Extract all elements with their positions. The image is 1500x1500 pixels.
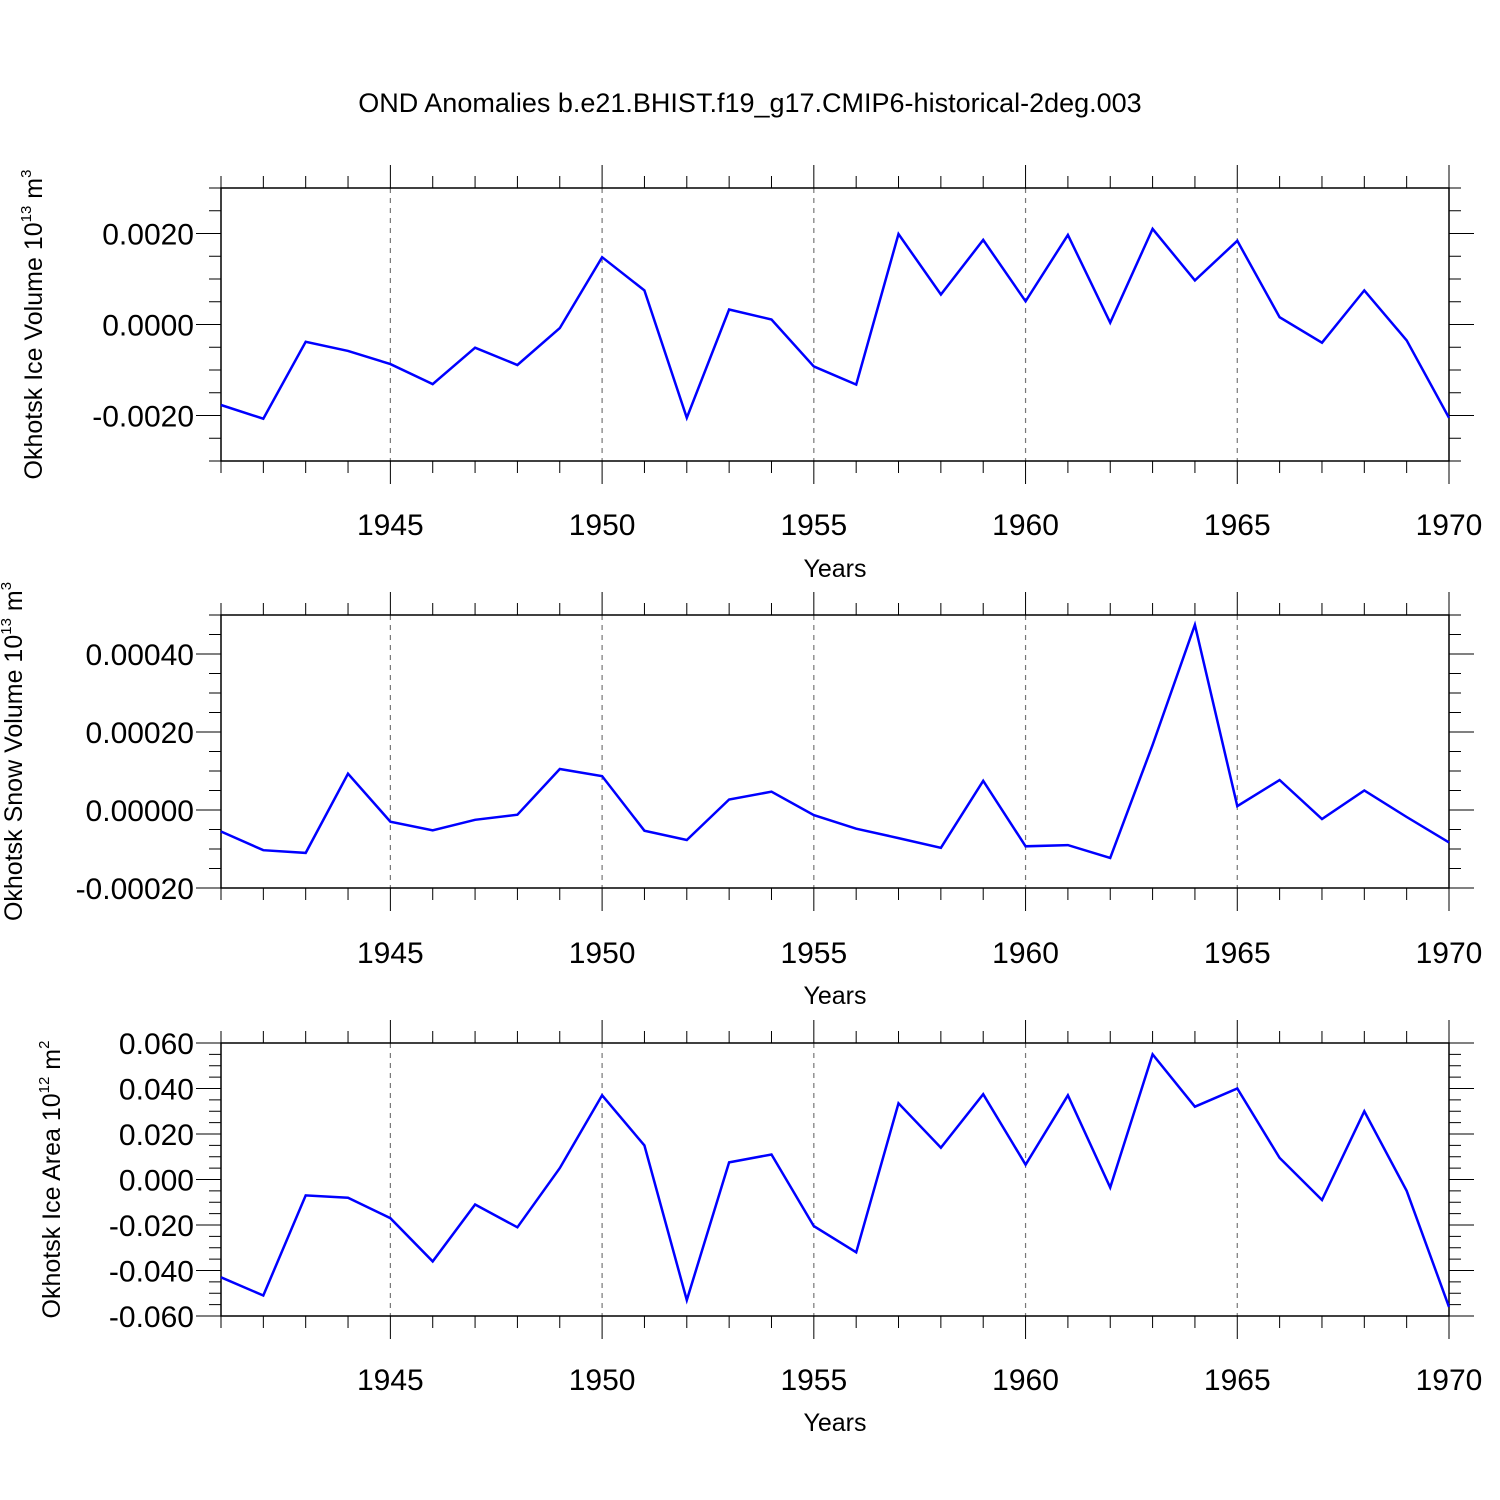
y-tick-label: 0.020 (119, 1119, 194, 1152)
x-tick-label: 1960 (992, 1364, 1059, 1397)
x-tick-label: 1960 (992, 937, 1059, 970)
y-axis-label-superscript: 13 (18, 206, 35, 223)
y-tick-label: 0.000 (119, 1165, 194, 1198)
y-tick-label: -0.0020 (92, 401, 194, 434)
series-line (220, 620, 1450, 860)
x-tick-label: 1955 (780, 509, 847, 542)
x-tick-label: 1945 (357, 1364, 424, 1397)
y-axis-label-part: m (0, 590, 28, 618)
y-axis-label-superscript: 2 (36, 1041, 53, 1049)
y-axis-label-superscript: 3 (0, 582, 15, 590)
y-axis-label-part: m (38, 1049, 66, 1077)
plot-frame (220, 614, 1450, 889)
y-tick-label: -0.040 (109, 1256, 194, 1289)
series-line (220, 1051, 1451, 1308)
y-axis-label-superscript: 13 (0, 618, 15, 635)
y-axis-label-part: Okhotsk Ice Volume 10 (20, 222, 48, 479)
x-tick-label: 1950 (569, 937, 636, 970)
y-axis-label: Okhotsk Snow Volume 1013 m3 (0, 582, 28, 921)
y-axis-label-part: Okhotsk Ice Area 10 (38, 1093, 66, 1318)
y-axis-label-superscript: 3 (18, 170, 35, 178)
y-tick-label: 0.00000 (86, 795, 194, 828)
y-tick-label: -0.00020 (76, 873, 194, 906)
chart-panel-3: -0.060 -0.040 -0.020 0.000 0.020 0.040 0.060 19… (36, 1020, 1482, 1437)
y-tick-label: 0.0000 (102, 310, 194, 343)
y-tick-label: 0.060 (119, 1028, 194, 1061)
y-tick-label: 0.0020 (102, 219, 194, 252)
x-tick-label: 1945 (357, 937, 424, 970)
x-tick-label: 1970 (1416, 1364, 1483, 1397)
y-tick-label: -0.020 (109, 1210, 194, 1243)
x-tick-label: 1945 (357, 509, 424, 542)
x-tick-label: 1960 (992, 509, 1059, 542)
y-axis-label: Okhotsk Ice Volume 1013 m3 (18, 170, 48, 480)
x-tick-label: 1970 (1416, 509, 1483, 542)
y-axis-label-superscript: 12 (36, 1077, 53, 1094)
x-axis-label: Years (803, 982, 866, 1010)
x-axis-label: Years (803, 555, 866, 583)
plot-frame (220, 1042, 1450, 1317)
chart-panel-2: -0.00020 0.00000 0.00020 0.00040 1945 1950 195… (0, 582, 1482, 1010)
x-tick-label: 1970 (1416, 937, 1483, 970)
y-axis-label-part: Okhotsk Snow Volume 10 (0, 635, 28, 921)
x-tick-label: 1955 (780, 1364, 847, 1397)
x-tick-label: 1965 (1204, 509, 1271, 542)
y-tick-label: 0.00040 (86, 639, 194, 672)
x-tick-label: 1950 (569, 509, 636, 542)
plot-frame (220, 187, 1450, 462)
x-tick-label: 1965 (1204, 1364, 1271, 1397)
y-axis-label: Okhotsk Ice Area 1012 m2 (36, 1041, 66, 1319)
x-tick-label: 1955 (780, 937, 847, 970)
y-tick-label: 0.00020 (86, 717, 194, 750)
y-tick-label: 0.040 (119, 1074, 194, 1107)
chart-title: OND Anomalies b.e21.BHIST.f19_g17.CMIP6-… (358, 88, 1141, 118)
panels: -0.0020 0.0000 0.0020 1945 1950 1955 1960 1965 1… (0, 165, 1482, 1437)
series-line (220, 226, 1451, 422)
x-tick-label: 1965 (1204, 937, 1271, 970)
y-tick-label: -0.060 (109, 1301, 194, 1334)
y-axis-label-part: m (20, 178, 48, 206)
chart-panel-1: -0.0020 0.0000 0.0020 1945 1950 1955 1960 1965 1… (18, 165, 1482, 583)
x-tick-label: 1950 (569, 1364, 636, 1397)
x-axis-label: Years (803, 1409, 866, 1437)
